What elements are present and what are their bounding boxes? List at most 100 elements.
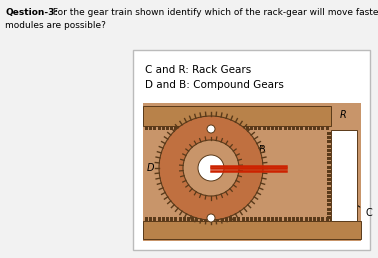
Bar — [204, 126, 207, 130]
Bar — [327, 208, 331, 211]
Bar — [195, 126, 198, 130]
Text: D: D — [146, 163, 154, 173]
Bar — [187, 126, 190, 130]
Bar — [208, 217, 211, 221]
Bar — [331, 130, 357, 221]
Bar — [174, 126, 177, 130]
Bar — [327, 174, 331, 177]
Bar — [327, 178, 331, 181]
Bar — [301, 126, 304, 130]
Bar — [327, 166, 331, 168]
Bar — [212, 217, 215, 221]
Bar — [327, 187, 331, 190]
Bar — [200, 217, 203, 221]
Bar — [292, 217, 295, 221]
Bar — [216, 126, 219, 130]
Bar — [166, 126, 169, 130]
Bar — [321, 126, 324, 130]
Bar — [143, 103, 361, 241]
Bar — [204, 217, 207, 221]
Bar — [325, 217, 328, 221]
Text: B: B — [244, 145, 266, 161]
Bar — [327, 191, 331, 194]
Ellipse shape — [159, 116, 263, 220]
Bar — [250, 217, 253, 221]
Bar — [321, 217, 324, 221]
Text: Qestion-3:: Qestion-3: — [5, 8, 58, 17]
Bar — [183, 126, 186, 130]
Bar — [216, 217, 219, 221]
Bar — [313, 217, 316, 221]
Bar — [327, 144, 331, 148]
Bar — [327, 212, 331, 215]
Bar — [237, 126, 240, 130]
Bar — [229, 217, 232, 221]
Bar — [267, 217, 270, 221]
Bar — [317, 217, 320, 221]
Bar — [338, 217, 341, 221]
Bar — [195, 217, 198, 221]
Bar — [327, 170, 331, 173]
Bar — [212, 126, 215, 130]
Bar — [133, 50, 370, 250]
Bar — [305, 217, 308, 221]
Bar — [162, 126, 165, 130]
Bar — [153, 126, 156, 130]
Bar — [158, 126, 161, 130]
Bar — [237, 217, 240, 221]
Bar — [334, 217, 337, 221]
Bar — [325, 126, 328, 130]
Text: C: C — [347, 198, 372, 218]
Bar — [143, 221, 361, 239]
Bar — [275, 217, 278, 221]
Bar — [279, 217, 282, 221]
Bar — [292, 126, 295, 130]
Bar — [271, 126, 274, 130]
Bar — [187, 217, 190, 221]
Bar — [254, 217, 257, 221]
Bar — [246, 126, 249, 130]
Bar — [229, 126, 232, 130]
Bar — [267, 126, 270, 130]
Bar — [327, 157, 331, 160]
Bar — [296, 217, 299, 221]
Bar — [221, 217, 224, 221]
Bar — [327, 195, 331, 198]
Text: D and B: Compound Gears: D and B: Compound Gears — [145, 80, 284, 90]
Text: modules are possible?: modules are possible? — [5, 21, 106, 30]
Bar — [158, 217, 161, 221]
Bar — [162, 217, 165, 221]
Bar — [149, 126, 152, 130]
Ellipse shape — [183, 140, 239, 196]
Text: C and R: Rack Gears: C and R: Rack Gears — [145, 65, 251, 75]
Bar — [263, 126, 266, 130]
Bar — [305, 126, 308, 130]
Ellipse shape — [198, 155, 224, 181]
Bar — [153, 217, 156, 221]
Bar — [309, 217, 312, 221]
Bar — [327, 162, 331, 164]
Bar — [284, 126, 287, 130]
Bar — [178, 217, 181, 221]
Bar — [327, 199, 331, 202]
Bar — [143, 106, 331, 126]
Bar — [327, 132, 331, 135]
Bar — [271, 217, 274, 221]
Bar — [246, 217, 249, 221]
Bar — [288, 217, 291, 221]
Bar — [200, 126, 203, 130]
Bar — [191, 217, 194, 221]
Bar — [327, 149, 331, 152]
Bar — [208, 126, 211, 130]
Bar — [166, 217, 169, 221]
Bar — [317, 126, 320, 130]
Bar — [288, 126, 291, 130]
Bar — [309, 126, 312, 130]
Bar — [327, 216, 331, 219]
Text: For the gear train shown identify which of the rack-gear will move faster (Gear-: For the gear train shown identify which … — [50, 8, 378, 17]
Bar — [327, 153, 331, 156]
Bar — [178, 126, 181, 130]
Bar — [259, 217, 262, 221]
Bar — [279, 126, 282, 130]
Bar — [191, 126, 194, 130]
